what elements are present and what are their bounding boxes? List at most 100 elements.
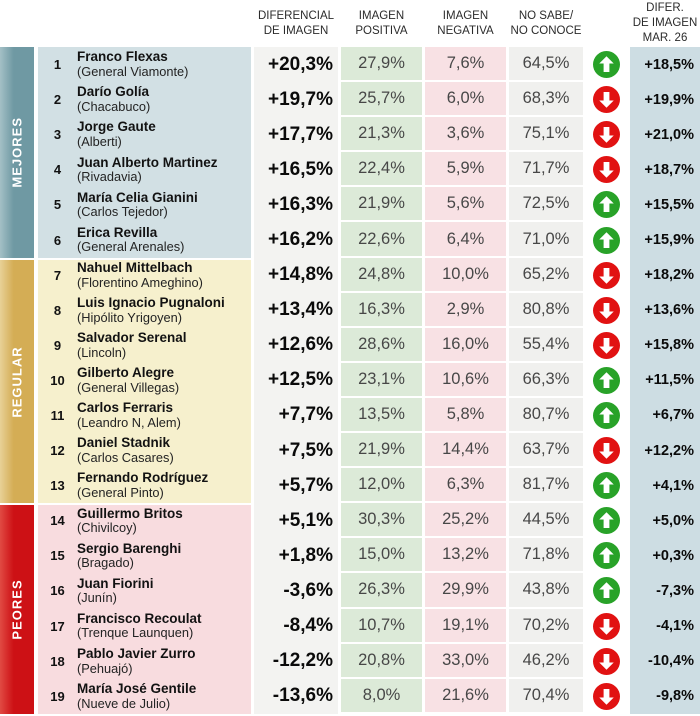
column-gap xyxy=(251,152,254,188)
table-row: 14 Guillermo Britos (Chivilcoy) +5,1% 30… xyxy=(38,503,700,539)
column-gap xyxy=(506,327,509,363)
column-gap xyxy=(506,222,509,258)
mar26-value: +18,2% xyxy=(630,257,700,293)
positiva-value: 10,7% xyxy=(341,608,422,644)
arrow-up-icon xyxy=(593,366,620,394)
nosabe-value: 70,2% xyxy=(509,608,583,644)
diferencial-value: +14,8% xyxy=(254,257,338,293)
column-gap xyxy=(251,327,254,363)
column-gap xyxy=(422,292,425,328)
negativa-value: 10,6% xyxy=(425,362,506,398)
group-label: PEORES xyxy=(9,579,25,640)
group-rows: 1 Franco Flexas (General Viamonte) +20,3… xyxy=(38,47,700,258)
arrow-up-icon xyxy=(593,51,620,79)
district: (Pehuajó) xyxy=(77,660,133,676)
nosabe-value: 63,7% xyxy=(509,433,583,469)
name-block: Juan Fiorini (Junín) xyxy=(77,576,154,607)
table-row: 13 Fernando Rodríguez (General Pinto) +5… xyxy=(38,468,700,504)
column-gap xyxy=(422,222,425,258)
mayor-cell: 3 Jorge Gaute (Alberti) xyxy=(38,117,251,153)
table-row: 4 Juan Alberto Martinez (Rivadavia) +16,… xyxy=(38,152,700,188)
district: (Rivadavia) xyxy=(77,169,142,185)
name-block: Daniel Stadnik (Carlos Casares) xyxy=(77,435,174,466)
column-gap xyxy=(506,468,509,504)
mar26-value: -9,8% xyxy=(630,678,700,714)
table-row: 17 Francisco Recoulat (Trenque Launquen)… xyxy=(38,608,700,644)
column-gap xyxy=(422,362,425,398)
name-block: Fernando Rodríguez (General Pinto) xyxy=(77,470,208,501)
column-gap xyxy=(506,82,509,118)
name-block: Jorge Gaute (Alberti) xyxy=(77,119,156,150)
diferencial-value: +5,1% xyxy=(254,503,338,539)
district: (Alberti) xyxy=(77,134,122,150)
column-gap xyxy=(506,257,509,293)
group-section: MEJORES 1 Franco Flexas (General Viamont… xyxy=(0,47,700,258)
column-gap xyxy=(251,82,254,118)
district: (General Arenales) xyxy=(77,239,185,255)
column-gap xyxy=(338,573,341,609)
mar26-value: +11,5% xyxy=(630,362,700,398)
arrow-down-icon xyxy=(593,86,620,114)
nosabe-value: 80,8% xyxy=(509,292,583,328)
column-gap xyxy=(338,362,341,398)
name-block: Sergio Barenghi (Bragado) xyxy=(77,541,181,572)
mayor-name: Fernando Rodríguez xyxy=(77,470,209,486)
column-gap xyxy=(251,397,254,434)
col-header-positiva: IMAGEN POSITIVA xyxy=(355,9,408,37)
district: (General Viamonte) xyxy=(77,63,189,79)
positiva-value: 16,3% xyxy=(341,292,422,328)
group-label: MEJORES xyxy=(9,117,25,188)
mayor-cell: 16 Juan Fiorini (Junín) xyxy=(38,573,251,609)
table-header: DIFERENCIAL DE IMAGEN IMAGEN POSITIVA IM… xyxy=(0,0,700,47)
positiva-value: 27,9% xyxy=(341,47,422,83)
mayor-name: Gilberto Alegre xyxy=(77,365,175,381)
column-gap xyxy=(422,573,425,609)
group-section: REGULAR 7 Nahuel Mittelbach (Florentino … xyxy=(0,257,700,504)
diferencial-value: +7,5% xyxy=(254,433,338,469)
mayor-cell: 11 Carlos Ferraris (Leandro N, Alem) xyxy=(38,397,251,434)
rank: 6 xyxy=(53,232,62,248)
column-gap xyxy=(422,47,425,83)
column-gap xyxy=(251,187,254,223)
nosabe-value: 71,0% xyxy=(509,222,583,258)
table-row: 1 Franco Flexas (General Viamonte) +20,3… xyxy=(38,47,700,83)
column-gap xyxy=(506,47,509,83)
district: (Carlos Tejedor) xyxy=(77,204,168,220)
column-gap xyxy=(422,678,425,714)
district: (Hipólito Yrigoyen) xyxy=(77,309,183,325)
district: (Lincoln) xyxy=(77,344,127,360)
column-gap xyxy=(506,117,509,153)
negativa-value: 13,2% xyxy=(425,538,506,574)
table-row: 3 Jorge Gaute (Alberti) +17,7% 21,3% 3,6… xyxy=(38,117,700,153)
column-gap xyxy=(506,362,509,398)
column-gap xyxy=(506,643,509,679)
mayor-name: María Celia Gianini xyxy=(77,189,198,205)
rank: 9 xyxy=(53,337,62,353)
diferencial-value: -13,6% xyxy=(254,678,338,714)
col-header-negativa: IMAGEN NEGATIVA xyxy=(437,9,494,37)
name-block: Francisco Recoulat (Trenque Launquen) xyxy=(77,611,202,642)
column-gap xyxy=(506,608,509,644)
column-gap xyxy=(338,47,341,83)
mayor-cell: 4 Juan Alberto Martinez (Rivadavia) xyxy=(38,152,251,188)
mar26-value: +18,7% xyxy=(630,152,700,188)
mayor-cell: 1 Franco Flexas (General Viamonte) xyxy=(38,47,251,83)
mayor-cell: 15 Sergio Barenghi (Bragado) xyxy=(38,538,251,574)
positiva-value: 24,8% xyxy=(341,257,422,293)
arrow-down-icon xyxy=(593,437,620,465)
column-gap xyxy=(338,117,341,153)
column-gap xyxy=(338,468,341,504)
column-gap xyxy=(338,643,341,679)
district: (Florentino Ameghino) xyxy=(77,274,203,290)
mayor-name: Erica Revilla xyxy=(77,224,158,240)
nosabe-value: 66,3% xyxy=(509,362,583,398)
column-gap xyxy=(338,82,341,118)
column-gap xyxy=(338,187,341,223)
nosabe-value: 75,1% xyxy=(509,117,583,153)
diferencial-value: +13,4% xyxy=(254,292,338,328)
mar26-value: +4,1% xyxy=(630,468,700,504)
column-gap xyxy=(338,292,341,328)
arrow-down-icon xyxy=(593,156,620,184)
column-gap xyxy=(338,327,341,363)
trend-cell xyxy=(583,82,630,118)
